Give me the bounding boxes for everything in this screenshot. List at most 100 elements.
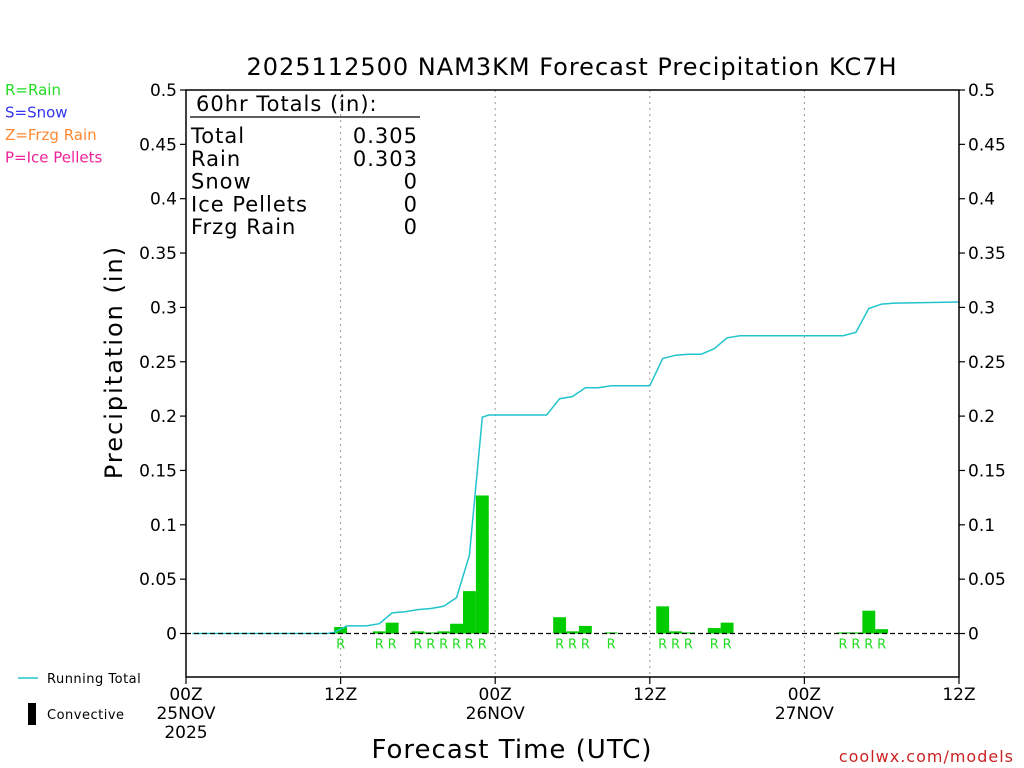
y-tick-label-right: 0.25 xyxy=(968,353,1006,373)
totals-value: 0 xyxy=(404,215,418,239)
type-label-41h: R xyxy=(710,638,719,653)
bar-20h xyxy=(437,631,451,634)
y-tick-label-left: 0.5 xyxy=(150,81,177,101)
totals-value: 0 xyxy=(404,192,418,216)
y-tick-label-right: 0.2 xyxy=(968,407,995,427)
type-label-12h: R xyxy=(336,638,345,653)
type-label-42h: R xyxy=(723,638,732,653)
plot-border xyxy=(185,89,960,678)
legend-type: R=Rain xyxy=(5,81,61,99)
legend-bar-swatch xyxy=(28,703,36,725)
type-label-31h: R xyxy=(581,638,590,653)
y-tick-label-left: 0.4 xyxy=(150,190,177,210)
legend-type: S=Snow xyxy=(5,104,68,122)
bar-31h xyxy=(578,625,592,634)
x-axis-label: Forecast Time (UTC) xyxy=(371,735,652,765)
totals-label: Total xyxy=(190,124,245,148)
totals-value: 0.305 xyxy=(353,124,418,148)
type-label-39h: R xyxy=(684,638,693,653)
legend-type: Z=Frzg Rain xyxy=(5,126,97,144)
legend-type: P=Ice Pellets xyxy=(5,149,102,167)
y-tick-label-left: 0.35 xyxy=(139,244,177,264)
totals-label: Rain xyxy=(191,147,241,171)
type-label-29h: R xyxy=(555,638,564,653)
bars xyxy=(334,495,889,634)
y-tick-label-right: 0.15 xyxy=(968,461,1006,481)
running-total-line xyxy=(192,301,960,635)
type-label-52h: R xyxy=(851,638,860,653)
watermark: coolwx.com/models xyxy=(839,747,1014,766)
type-label-51h: R xyxy=(839,638,848,653)
type-label-22h: R xyxy=(465,638,474,653)
bar-52h xyxy=(849,632,863,634)
y-tick-label-left: 0.15 xyxy=(139,461,177,481)
totals-label: Snow xyxy=(191,170,252,194)
type-label-37h: R xyxy=(658,638,667,653)
type-label-19h: R xyxy=(426,638,435,653)
bar-37h xyxy=(656,606,670,634)
plot-frame xyxy=(185,89,960,678)
bar-30h xyxy=(566,631,579,634)
bar-12h xyxy=(334,626,348,634)
bar-42h xyxy=(720,622,734,634)
bar-23h xyxy=(475,495,489,634)
type-label-38h: R xyxy=(671,638,680,653)
chart-title: 2025112500 NAM3KM Forecast Precipitation… xyxy=(246,53,897,81)
legend-series-label: Running Total xyxy=(47,672,141,687)
y-tick-label-left: 0 xyxy=(166,625,177,645)
bar-29h xyxy=(553,617,567,634)
y-tick-label-left: 0.25 xyxy=(139,353,177,373)
x-tick-label: 12Z xyxy=(942,685,975,705)
x-tick-label: 27NOV xyxy=(775,704,834,724)
y-tick-label-right: 0.45 xyxy=(968,135,1006,155)
bar-22h xyxy=(462,591,476,634)
bar-16h xyxy=(385,622,399,634)
bar-54h xyxy=(875,629,889,634)
x-tick-label: 12Z xyxy=(633,685,666,705)
bar-38h xyxy=(669,631,683,634)
y-tick-label-right: 0.35 xyxy=(968,244,1006,264)
totals-heading: 60hr Totals (in): xyxy=(196,92,378,116)
type-label-20h: R xyxy=(439,638,448,653)
running-total-series xyxy=(192,301,960,635)
bar-41h xyxy=(707,628,721,634)
y-tick-label-left: 0.05 xyxy=(139,570,177,590)
y-tick-label-right: 0.05 xyxy=(968,570,1006,590)
y-tick-label-right: 0.3 xyxy=(968,298,995,318)
type-label-16h: R xyxy=(388,638,397,653)
legend-series-label: Convective xyxy=(47,708,125,723)
x-tick-label: 00Z xyxy=(479,685,512,705)
type-label-15h: R xyxy=(375,638,384,653)
y-tick-label-left: 0.1 xyxy=(150,516,177,536)
type-label-21h: R xyxy=(452,638,461,653)
bar-39h xyxy=(682,632,695,634)
bar-18h xyxy=(411,631,425,634)
x-tick-label: 2025 xyxy=(164,723,207,743)
type-label-33h: R xyxy=(607,638,616,653)
type-label-18h: R xyxy=(413,638,422,653)
y-axis-label: Precipitation (in) xyxy=(100,245,128,479)
grid xyxy=(340,90,805,677)
type-label-54h: R xyxy=(877,638,886,653)
x-tick-label: 12Z xyxy=(324,685,357,705)
x-tick-label: 00Z xyxy=(169,685,202,705)
type-label-23h: R xyxy=(478,638,487,653)
totals-value: 0 xyxy=(404,170,418,194)
y-tick-label-right: 0 xyxy=(968,625,979,645)
y-tick-label-right: 0.4 xyxy=(968,190,995,210)
x-tick-label: 25NOV xyxy=(156,704,215,724)
bar-53h xyxy=(862,610,876,634)
totals-label: Frzg Rain xyxy=(191,215,296,239)
y-tick-label-left: 0.45 xyxy=(139,135,177,155)
x-tick-label: 26NOV xyxy=(466,704,525,724)
totals-box: 60hr Totals (in): Total 0.305 Rain 0.303 Snow… xyxy=(190,92,420,239)
axes: 0 00.05 0.050.1 0.10.15 0.150.2 0.20.25 0.250.… xyxy=(139,81,1006,743)
y-tick-label-right: 0.5 xyxy=(968,81,995,101)
x-tick-label: 00Z xyxy=(788,685,821,705)
type-label-30h: R xyxy=(568,638,577,653)
totals-label: Ice Pellets xyxy=(191,192,308,216)
totals-value: 0.303 xyxy=(353,147,418,171)
bar-21h xyxy=(450,623,463,634)
